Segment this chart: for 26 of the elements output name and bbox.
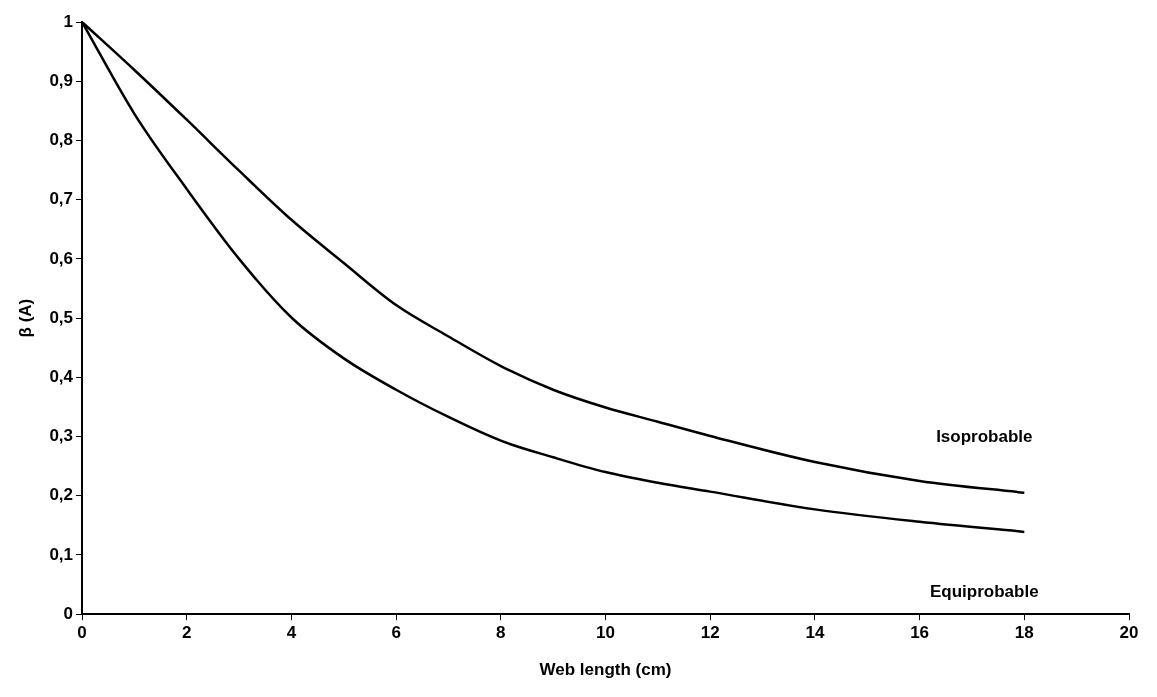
y-tick-label: 0,5 xyxy=(49,307,74,327)
y-tick-label: 0,4 xyxy=(49,367,74,387)
x-tick-label: 12 xyxy=(700,623,720,643)
x-tick-label: 16 xyxy=(910,623,930,643)
x-tick-label: 4 xyxy=(286,623,297,643)
x-tick-label: 14 xyxy=(805,623,825,643)
y-tick-label: 0,2 xyxy=(49,485,74,505)
x-tick-label: 8 xyxy=(496,623,506,643)
x-tick-label: 0 xyxy=(77,623,87,643)
annotation: Equiprobable xyxy=(929,581,1039,601)
x-tick-label: 6 xyxy=(391,623,401,643)
annotation: Isoprobable xyxy=(936,427,1033,447)
x-tick-label: 2 xyxy=(181,623,192,643)
y-tick-label: 0,3 xyxy=(49,426,74,446)
x-tick-label: 10 xyxy=(596,623,615,643)
y-tick-label: 0 xyxy=(63,603,74,623)
y-tick-label: 0,9 xyxy=(49,70,74,90)
x-tick-label: 20 xyxy=(1119,623,1139,643)
y-tick-label: 0,1 xyxy=(49,544,74,564)
x-tick-label: 18 xyxy=(1014,623,1034,643)
x-axis-title: Web length (cm) xyxy=(539,660,672,680)
y-tick-label: 0,7 xyxy=(49,189,74,209)
y-tick-label: 1 xyxy=(63,11,74,31)
y-tick-label: 0,6 xyxy=(49,248,74,268)
y-axis-title: β (A) xyxy=(15,298,35,338)
y-tick-label: 0,8 xyxy=(49,130,74,150)
